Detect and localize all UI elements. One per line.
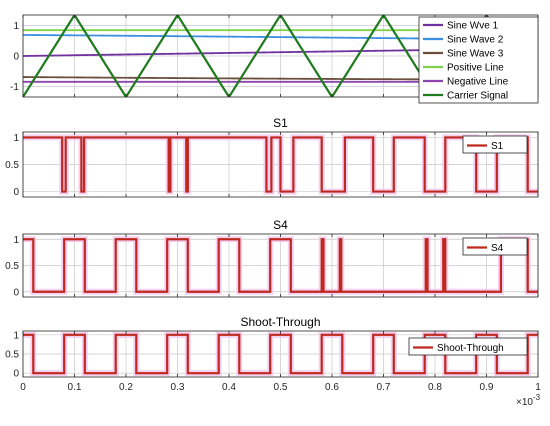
legend-label-s4: S4 bbox=[491, 243, 504, 254]
x-tick-label: 0.7 bbox=[377, 382, 391, 393]
y-tick-label: 1 bbox=[13, 235, 19, 246]
legend-label-sine-wve-1: Sine Wve 1 bbox=[447, 21, 499, 32]
s4-plot: 1 0.5 0 S4 S4 bbox=[5, 218, 539, 298]
shoot-through-plot: 1 0.5 0 Shoot-Through 0 0.1 0.2 0.3 0.4 0.5 0.6 0.7… bbox=[5, 315, 541, 408]
plot-title: S4 bbox=[273, 218, 288, 232]
legend-label-shoot-through: Shoot-Through bbox=[437, 343, 504, 354]
series-group bbox=[23, 134, 538, 195]
plot-title: Shoot-Through bbox=[240, 315, 320, 329]
legend-box bbox=[462, 135, 528, 154]
y-tick-label: 0.5 bbox=[5, 350, 19, 361]
legend: Shoot-Through bbox=[408, 337, 528, 356]
x-tick-label: 1 bbox=[535, 382, 541, 393]
s1-plot: 1 0.5 0 S1 S1 bbox=[5, 116, 539, 198]
y-tick-label: 0.5 bbox=[5, 261, 19, 272]
y-tick-label: 1 bbox=[13, 21, 19, 32]
carrier-comparison-plot: 1 0 -1 Sine Wve 1 Sine Wave 2 Sine Wave 3 Posi… bbox=[10, 14, 539, 104]
y-tick-label: 1 bbox=[13, 133, 19, 144]
legend-box bbox=[408, 337, 528, 356]
s1-series-line bbox=[23, 136, 538, 193]
series-group bbox=[23, 236, 538, 295]
x-tick-label: 0.2 bbox=[119, 382, 133, 393]
x-exponent-base: ×10 bbox=[516, 397, 533, 408]
y-tick-label: -1 bbox=[10, 82, 19, 93]
x-tick-label: 0 bbox=[20, 382, 26, 393]
y-tick-label: 0 bbox=[13, 187, 19, 198]
series-group bbox=[23, 331, 538, 377]
x-tick-label: 0.1 bbox=[68, 382, 82, 393]
x-tick-label: 0.9 bbox=[480, 382, 494, 393]
legend-label-s1: S1 bbox=[491, 141, 504, 152]
legend-label-carrier-signal: Carrier Signal bbox=[447, 91, 508, 102]
y-tick-label: 0 bbox=[13, 287, 19, 298]
y-tick-label: 0 bbox=[13, 52, 19, 63]
plot-title: S1 bbox=[273, 116, 288, 130]
legend: S4 bbox=[462, 237, 528, 256]
legend-box bbox=[418, 16, 539, 104]
y-tick-label: 1 bbox=[13, 330, 19, 341]
x-tick-label: 0.4 bbox=[222, 382, 236, 393]
legend-box bbox=[462, 237, 528, 256]
x-exponent-label: ×10-3 bbox=[516, 393, 541, 408]
legend-label-sine-wave-3: Sine Wave 3 bbox=[447, 49, 504, 60]
x-exponent-power: -3 bbox=[533, 393, 541, 402]
shoot-through-series-line bbox=[23, 333, 538, 375]
s4-series-line bbox=[23, 238, 538, 293]
legend-label-negative-line: Negative Line bbox=[447, 77, 509, 88]
y-tick-label: 0 bbox=[13, 369, 19, 380]
x-tick-label: 0.6 bbox=[325, 382, 339, 393]
x-tick-label: 0.5 bbox=[274, 382, 288, 393]
legend-label-sine-wave-2: Sine Wave 2 bbox=[447, 35, 504, 46]
legend: Sine Wve 1 Sine Wave 2 Sine Wave 3 Positive… bbox=[418, 16, 539, 104]
x-tick-label: 0.3 bbox=[171, 382, 185, 393]
legend: S1 bbox=[462, 135, 528, 154]
y-tick-label: 0.5 bbox=[5, 160, 19, 171]
legend-label-positive-line: Positive Line bbox=[447, 63, 504, 74]
x-tick-label: 0.8 bbox=[428, 382, 442, 393]
